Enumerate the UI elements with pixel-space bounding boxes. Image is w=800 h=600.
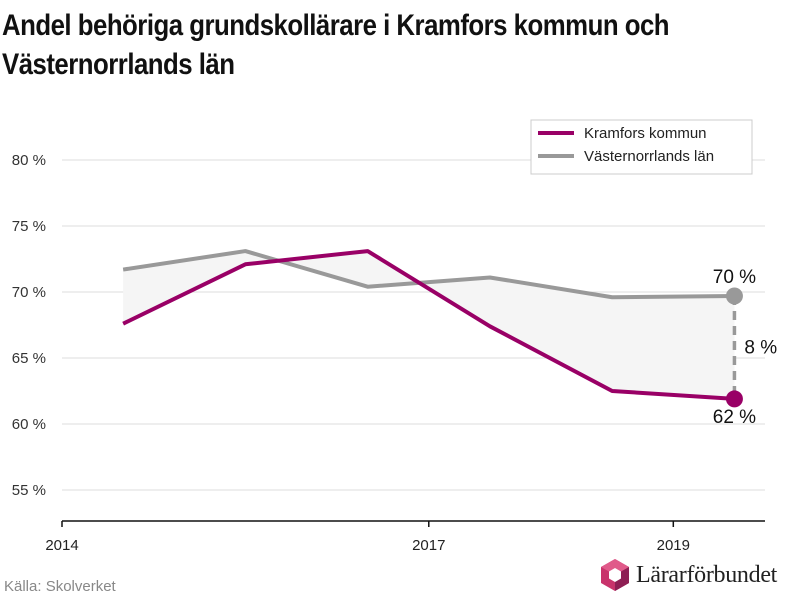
- difference-label: 8 %: [744, 337, 777, 358]
- legend: Kramfors kommun Västernorrlands län: [530, 119, 753, 175]
- x-axis: 2014 2017 2019: [45, 520, 765, 554]
- legend-label-vasternorrland: Västernorrlands län: [584, 148, 714, 165]
- y-tick-label: 65 %: [12, 350, 46, 367]
- difference-band: [123, 251, 735, 399]
- end-label-kramfors: 62 %: [713, 407, 756, 428]
- x-tick-label: 2019: [657, 537, 690, 554]
- chart-title: Andel behöriga grundskollärare i Kramfor…: [2, 9, 670, 81]
- end-point-kramfors: [725, 390, 743, 408]
- y-tick-label: 55 %: [12, 482, 46, 499]
- series-line-vasternorrland: [122, 249, 735, 300]
- series-line-kramfors: [122, 249, 735, 401]
- legend-label-kramfors: Kramfors kommun: [584, 125, 707, 142]
- y-axis-ticks: 55 % 60 % 65 % 70 % 75 % 80 %: [12, 152, 46, 499]
- logo-icon: [601, 559, 629, 591]
- source-note: Källa: Skolverket: [4, 578, 116, 595]
- y-tick-label: 75 %: [12, 218, 46, 235]
- lararforbundet-logo: Lärarförbundet: [600, 556, 777, 594]
- legend-box: [530, 119, 753, 175]
- x-tick-label: 2017: [412, 537, 445, 554]
- y-tick-label: 60 %: [12, 416, 46, 433]
- logo-text: Lärarförbundet: [636, 561, 778, 588]
- end-point-vasternorrland: [725, 287, 743, 305]
- x-tick-label: 2014: [45, 537, 78, 554]
- annotations: 70 % 62 % 8 %: [713, 267, 778, 428]
- end-label-vasternorrland: 70 %: [713, 267, 756, 288]
- y-tick-label: 80 %: [12, 152, 46, 169]
- series-lines: [122, 249, 735, 401]
- y-tick-label: 70 %: [12, 284, 46, 301]
